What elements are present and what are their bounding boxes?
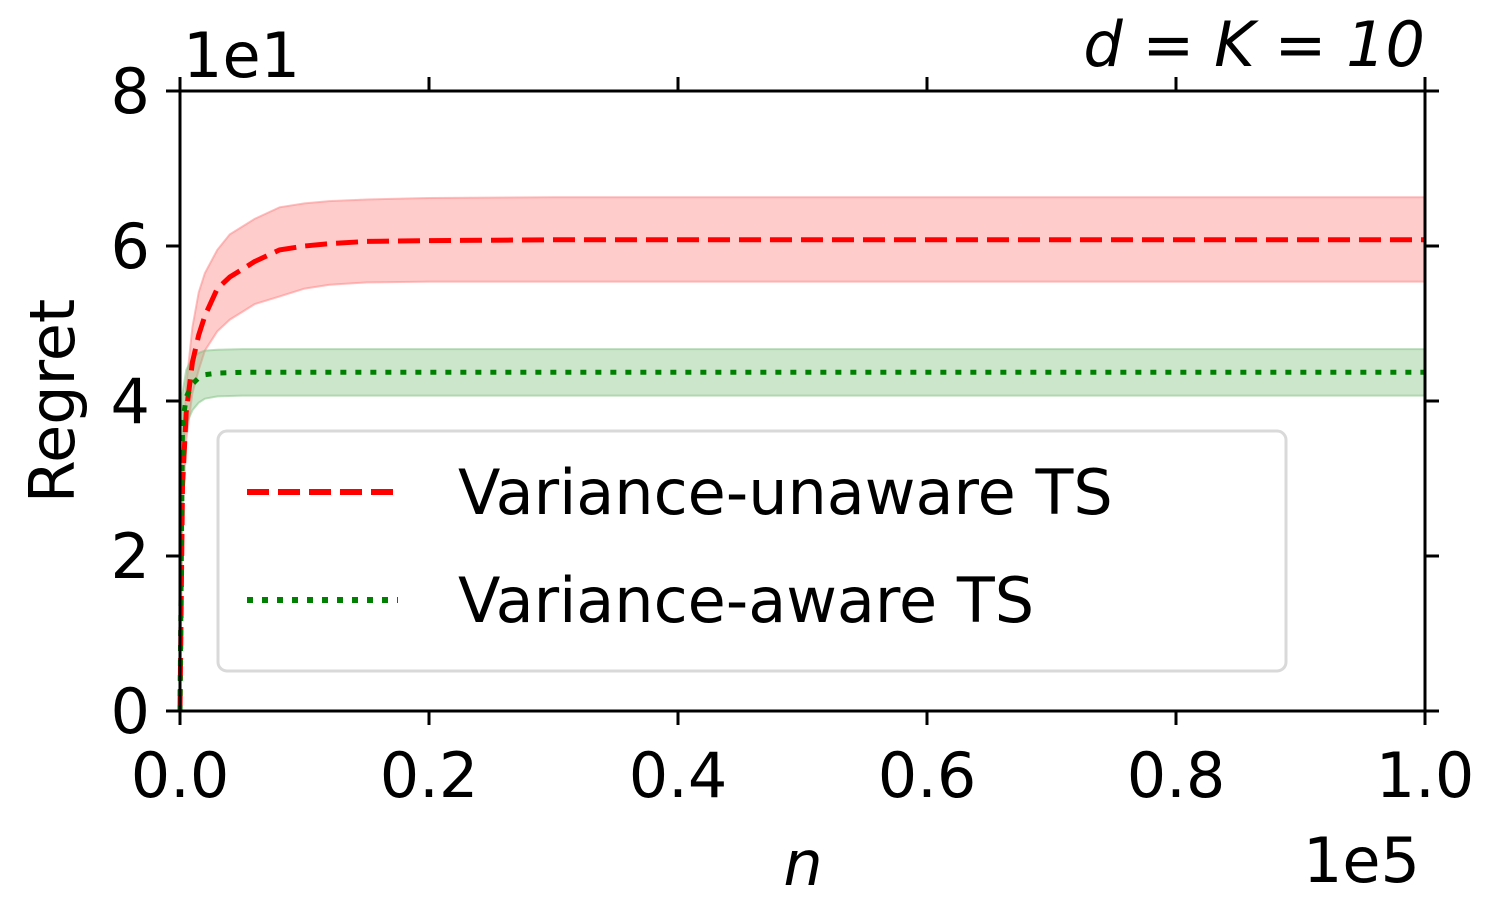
x-axis-label: n <box>783 827 822 900</box>
y-tick-label: 2 <box>111 520 150 593</box>
plot-frame <box>178 89 1427 713</box>
y-tick-label: 0 <box>111 675 150 748</box>
legend-label-aware: Variance-aware TS <box>458 564 1034 637</box>
legend-label-unaware: Variance-unaware TS <box>458 456 1113 529</box>
x-tick-label: 0.0 <box>131 739 230 812</box>
chart-title: d = K = 10 <box>1083 8 1425 81</box>
y-tick-label: 6 <box>111 210 150 283</box>
series-line-aware <box>177 369 1425 712</box>
x-tick-label: 0.6 <box>878 739 977 812</box>
y-axis-multiplier: 1e1 <box>183 19 300 92</box>
y-axis-label: Regret <box>16 299 89 503</box>
legend: Variance-unaware TS Variance-aware TS <box>216 429 1288 673</box>
x-axis-multiplier: 1e5 <box>1303 824 1420 897</box>
x-tick-label: 1.0 <box>1376 739 1475 812</box>
y-tick-label: 8 <box>111 55 150 128</box>
axis-ticks: 0.0 0.2 0.4 0.6 0.8 1.0 0 2 4 6 8 <box>111 55 1475 812</box>
x-tick-label: 0.8 <box>1127 739 1226 812</box>
y-tick-label: 4 <box>111 365 150 438</box>
x-tick-label: 0.4 <box>629 739 728 812</box>
series-line-unaware <box>177 237 1425 712</box>
legend-box <box>216 429 1288 673</box>
series-lines <box>177 237 1425 712</box>
x-tick-label: 0.2 <box>380 739 479 812</box>
